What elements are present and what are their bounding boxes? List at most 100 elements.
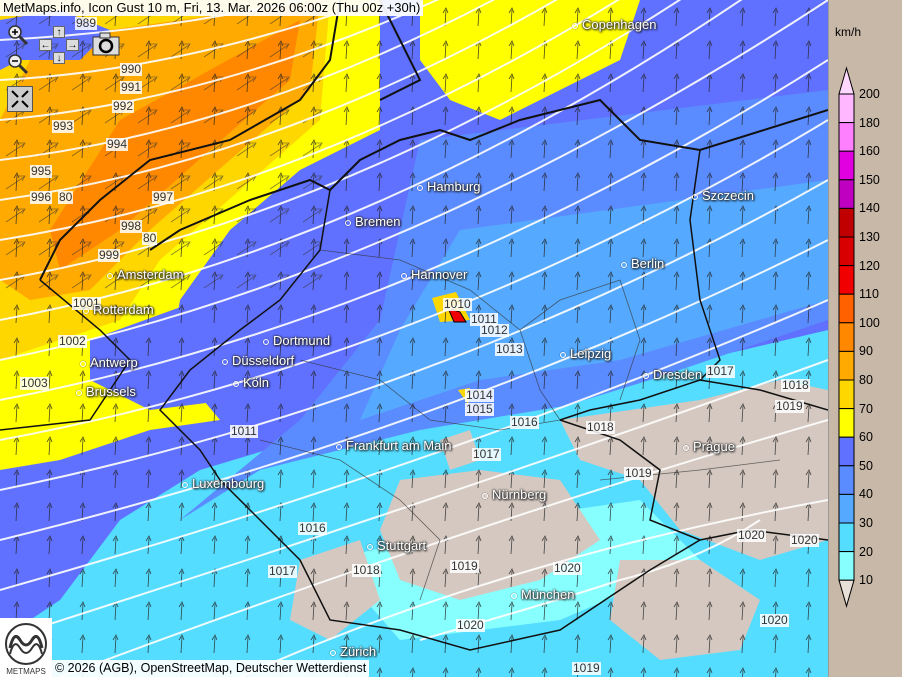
legend-label: 160 <box>859 144 880 159</box>
map-canvas[interactable] <box>0 0 828 677</box>
isobar-label: 1019 <box>572 661 601 675</box>
city-marker <box>482 492 488 499</box>
isobar-label: 1011 <box>230 424 258 438</box>
legend-swatch <box>838 408 855 438</box>
legend-swatch <box>838 465 855 495</box>
city-marker <box>345 219 351 226</box>
legend-swatch <box>838 207 855 238</box>
city-label-szczecin: Szczecin <box>692 188 754 203</box>
city-marker <box>417 184 423 191</box>
legend-under-triangle <box>838 579 855 609</box>
isobar-label: 1002 <box>58 334 87 348</box>
city-name: Hannover <box>411 267 468 282</box>
zoom-in-icon[interactable] <box>6 24 30 46</box>
city-name: Rotterdam <box>93 302 154 317</box>
logo-text: METMAPS <box>6 667 46 676</box>
city-name: Szczecin <box>702 188 755 203</box>
legend-swatch <box>838 179 855 209</box>
isobar-label: 1010 <box>443 297 472 311</box>
city-label-stuttgart: Stuttgart <box>367 538 426 553</box>
isobar-label: 1017 <box>472 447 501 461</box>
isobar-label: 991 <box>120 80 143 94</box>
city-name: Luxembourg <box>192 476 265 491</box>
city-label-nuernberg: Nürnberg <box>482 487 546 502</box>
city-name: Copenhagen <box>582 17 657 32</box>
city-marker <box>511 592 517 599</box>
legend-label: 40 <box>859 487 873 502</box>
city-marker <box>222 358 228 365</box>
pan-down-button[interactable]: ↓ <box>53 52 65 64</box>
zoom-out-icon[interactable] <box>6 53 30 75</box>
pan-left-button[interactable]: ← <box>39 39 52 51</box>
legend-label: 80 <box>859 373 873 387</box>
legend-swatch <box>838 436 855 467</box>
city-label-amsterdam: Amsterdam <box>107 267 183 282</box>
legend-label: 140 <box>859 201 880 216</box>
city-marker <box>683 444 689 451</box>
city-label-antwerp: Antwerp <box>80 355 138 370</box>
city-name: Frankfurt am Main <box>346 438 452 453</box>
isobar-label: 1012 <box>480 323 509 337</box>
city-label-brussels: Brussels <box>76 384 136 399</box>
city-name: Nürnberg <box>492 487 547 502</box>
legend-label: 70 <box>859 401 873 416</box>
arrow-left-icon: ← <box>40 39 51 51</box>
isobar-label: 992 <box>112 99 135 113</box>
camera-icon[interactable] <box>92 32 120 56</box>
city-name: Amsterdam <box>117 267 184 282</box>
legend-swatch <box>838 93 855 124</box>
isobar-label: 999 <box>98 248 121 262</box>
city-label-frankfurt: Frankfurt am Main <box>336 438 451 453</box>
city-label-zuerich: Zürich <box>330 644 376 659</box>
isobar-label: 989 <box>75 16 98 30</box>
legend-swatch <box>838 522 855 553</box>
legend-label: 90 <box>859 344 873 359</box>
isobar-label: 80 <box>142 231 158 245</box>
isobar-label: 1018 <box>781 378 810 392</box>
isobar-label: 998 <box>120 219 143 233</box>
city-name: Dresden <box>653 367 703 382</box>
legend-unit: km/h <box>835 25 862 39</box>
city-label-copenhagen: Copenhagen <box>572 17 656 32</box>
isobar-label: 80 <box>58 190 74 204</box>
city-name: Leipzig <box>570 346 612 361</box>
isobar-label: 1020 <box>553 561 582 575</box>
isobar-label: 1015 <box>465 402 494 416</box>
city-name: München <box>521 587 575 602</box>
legend-label: 100 <box>859 315 880 330</box>
legend-label: 10 <box>859 573 873 588</box>
legend-scale <box>838 66 855 609</box>
isobar-label: 1019 <box>624 466 653 480</box>
isobar-label: 1017 <box>268 564 297 578</box>
arrow-up-icon: ↑ <box>56 26 62 38</box>
city-label-rotterdam: Rotterdam <box>83 302 154 317</box>
isobar-label: 1019 <box>775 399 804 413</box>
legend-label: 50 <box>859 458 873 473</box>
isobar-label: 996 <box>30 190 53 204</box>
city-label-muenchen: München <box>511 587 574 602</box>
legend-label: 120 <box>859 258 880 273</box>
isobar-label: 1001 <box>72 296 101 310</box>
color-legend: km/h 200 180 160 150 140 130 120 110 100 90 80 70 60… <box>828 0 902 677</box>
map-title: MetMaps.info, Icon Gust 10 m, Fri, 13. M… <box>0 0 424 16</box>
weather-map[interactable]: 989 990 991 992 993 994 995 996 80 997 9… <box>0 0 828 677</box>
city-name: Zürich <box>340 644 377 659</box>
city-label-duesseldorf: Düsseldorf <box>222 353 294 368</box>
legend-swatch <box>838 493 855 524</box>
isobar-label: 1018 <box>352 563 381 577</box>
metmaps-logo[interactable]: METMAPS <box>0 618 52 677</box>
arrow-down-icon: ↓ <box>56 52 62 64</box>
isobar-label: 1016 <box>510 415 539 429</box>
pan-right-button[interactable]: → <box>66 39 79 51</box>
isobar-label: 1020 <box>760 613 789 627</box>
copyright-text: © 2026 (AGB), OpenStreetMap, Deutscher W… <box>52 660 370 677</box>
legend-swatch <box>838 293 855 324</box>
legend-over-triangle <box>838 66 855 95</box>
city-marker <box>83 307 89 314</box>
city-name: Antwerp <box>90 355 138 370</box>
pan-up-button[interactable]: ↑ <box>53 26 65 38</box>
isobar-label: 1020 <box>790 533 819 547</box>
fullscreen-icon[interactable] <box>7 86 33 112</box>
city-label-luxembourg: Luxembourg <box>182 476 264 491</box>
city-marker <box>233 380 239 387</box>
